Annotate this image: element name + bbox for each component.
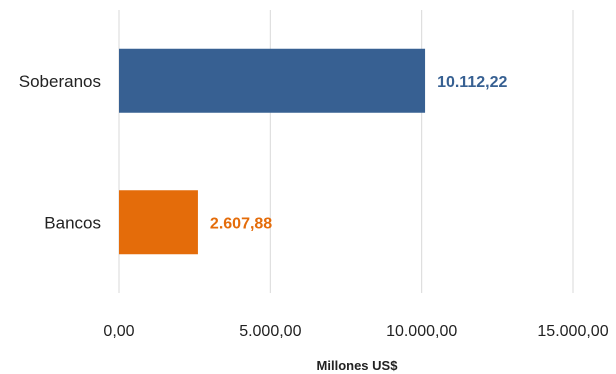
data-label-bancos: 2.607,88 <box>210 215 272 232</box>
category-label-bancos: Bancos <box>44 213 101 232</box>
x-tick-label-2: 10.000,00 <box>386 323 457 340</box>
x-tick-label-0: 0,00 <box>103 323 134 340</box>
x-tick-label-1: 5.000,00 <box>239 323 301 340</box>
bars <box>119 48 426 255</box>
bar-bancos <box>119 190 198 255</box>
x-tick-label-3: 15.000,00 <box>537 323 608 340</box>
bar-soberanos <box>119 48 426 113</box>
labels: 0,00 5.000,00 10.000,00 15.000,00 Soberanos 1… <box>19 72 609 340</box>
category-label-soberanos: Soberanos <box>19 72 101 91</box>
data-label-soberanos: 10.112,22 <box>437 74 507 91</box>
x-axis-title: Millones US$ <box>317 358 399 373</box>
